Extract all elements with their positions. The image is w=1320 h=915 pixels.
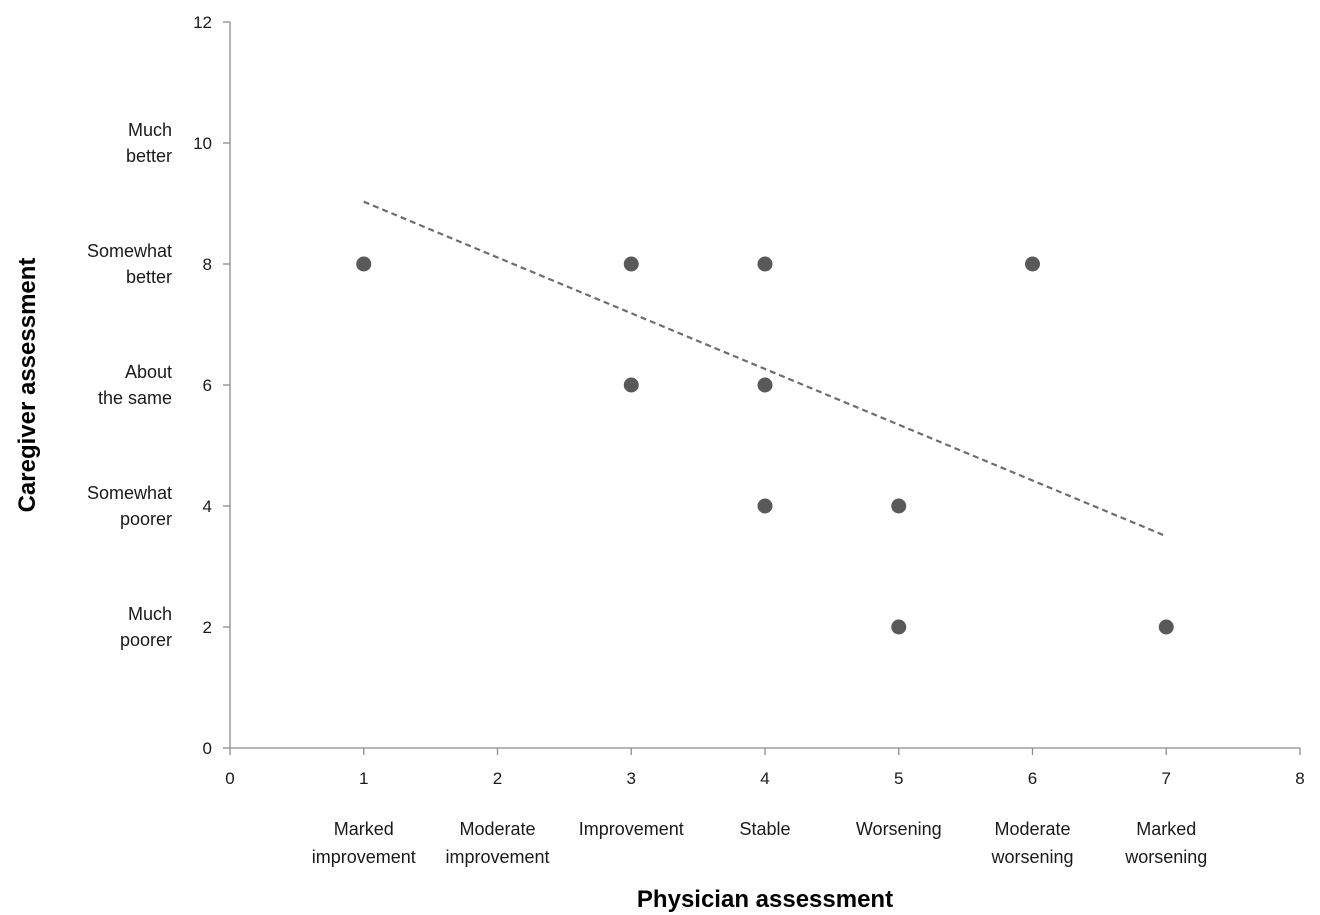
y-category-label: better — [126, 267, 172, 287]
x-category-label: Marked — [334, 819, 394, 839]
x-tick-label: 2 — [493, 769, 502, 788]
y-tick-label: 2 — [203, 618, 212, 637]
x-category-label: Marked — [1136, 819, 1196, 839]
y-tick-label: 12 — [193, 13, 212, 32]
y-axis-title: Caregiver assessment — [14, 258, 41, 513]
x-category-label: Improvement — [579, 819, 684, 839]
x-category-label: worsening — [990, 847, 1073, 867]
data-point — [1158, 619, 1174, 635]
data-point — [356, 256, 372, 272]
x-tick-label: 3 — [627, 769, 636, 788]
y-tick-label: 8 — [203, 255, 212, 274]
x-category-label: worsening — [1124, 847, 1207, 867]
y-category-label: the same — [98, 388, 172, 408]
y-category-label: poorer — [120, 630, 172, 650]
x-category-label: improvement — [445, 847, 549, 867]
x-category-label: improvement — [312, 847, 416, 867]
x-category-label: Worsening — [856, 819, 942, 839]
y-category-label: About — [125, 362, 172, 382]
x-category-label: Moderate — [459, 819, 535, 839]
data-point — [757, 377, 773, 393]
trendline — [363, 200, 1167, 538]
data-point — [891, 619, 907, 635]
y-category-label: Much — [128, 120, 172, 140]
data-point — [891, 498, 907, 514]
data-point — [757, 498, 773, 514]
x-axis-title: Physician assessment — [637, 886, 893, 913]
x-tick-label: 8 — [1295, 769, 1304, 788]
x-category-label: Moderate — [994, 819, 1070, 839]
data-point — [623, 256, 639, 272]
y-category-label: Somewhat — [87, 241, 172, 261]
points-layer — [356, 256, 1174, 635]
trendline-layer — [363, 200, 1167, 538]
y-category-label: poorer — [120, 509, 172, 529]
x-tick-label: 5 — [894, 769, 903, 788]
data-point — [757, 256, 773, 272]
y-tick-label: 6 — [203, 376, 212, 395]
y-category-label: Much — [128, 604, 172, 624]
y-tick-label: 10 — [193, 134, 212, 153]
x-tick-label: 7 — [1162, 769, 1171, 788]
x-tick-label: 4 — [760, 769, 769, 788]
y-category-label: Somewhat — [87, 483, 172, 503]
y-tick-label: 0 — [203, 739, 212, 758]
data-point — [623, 377, 639, 393]
data-point — [1025, 256, 1040, 272]
y-tick-label: 4 — [203, 497, 212, 516]
x-category-label: Stable — [739, 819, 790, 839]
x-tick-label: 1 — [359, 769, 368, 788]
y-category-label: better — [126, 146, 172, 166]
axes — [223, 21, 1301, 755]
x-tick-label: 6 — [1028, 769, 1037, 788]
x-tick-label: 0 — [225, 769, 234, 788]
